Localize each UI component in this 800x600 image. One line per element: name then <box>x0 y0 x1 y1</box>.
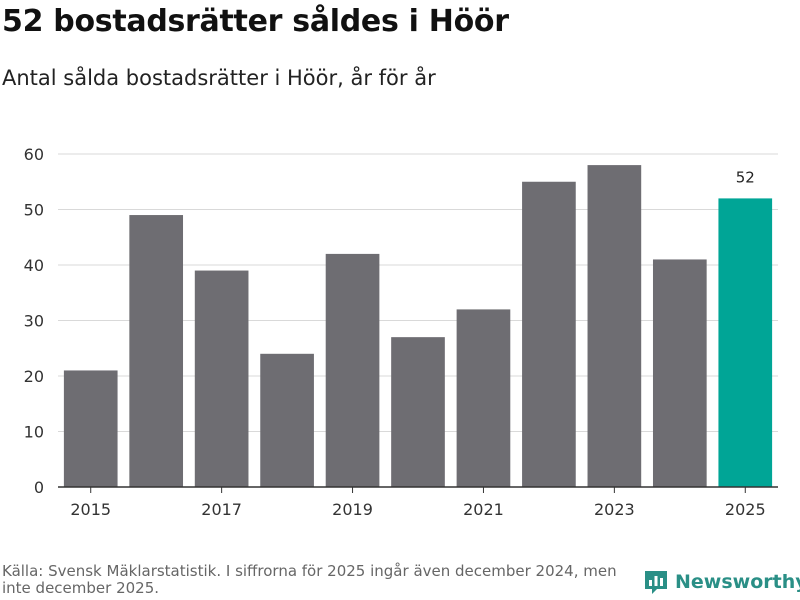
bar-2025 <box>718 198 773 487</box>
x-tick-label: 2023 <box>594 500 635 519</box>
chart-subtitle: Antal sålda bostadsrätter i Höör, år för… <box>2 66 436 90</box>
x-tick-label: 2015 <box>70 500 111 519</box>
bar-2018 <box>260 353 314 487</box>
bar-chart: 0 10 20 30 40 50 60 2015 2017 2019 2021 2023 2025 52 <box>24 145 778 519</box>
y-tick-label: 60 <box>24 145 44 164</box>
x-tick-label: 2025 <box>725 500 766 519</box>
bar-2017 <box>194 270 249 487</box>
y-tick-label: 40 <box>24 256 44 275</box>
bar-2016 <box>129 215 184 488</box>
brand-name: Newsworthy <box>675 571 800 593</box>
x-tick-label: 2019 <box>332 500 373 519</box>
bar-2022 <box>522 181 576 487</box>
bar-2020 <box>391 337 445 487</box>
data-label: 52 <box>736 168 755 186</box>
bar-2015 <box>63 370 118 487</box>
y-tick-label: 20 <box>24 367 44 386</box>
bar-2021 <box>456 309 511 487</box>
source-note: Källa: Svensk Mäklarstatistik. I siffror… <box>2 562 617 597</box>
y-tick-label: 0 <box>34 478 44 497</box>
x-tick-label: 2021 <box>463 500 504 519</box>
newsworthy-logo: Newsworthy <box>643 569 800 595</box>
bar-2023 <box>587 165 642 487</box>
y-tick-label: 50 <box>24 201 44 220</box>
y-tick-label: 10 <box>24 423 44 442</box>
newsworthy-logo-icon <box>645 571 667 594</box>
bar-2019 <box>325 253 380 487</box>
chart-title: 52 bostadsrätter såldes i Höör <box>2 4 509 39</box>
bar-2024 <box>652 259 707 487</box>
y-tick-label: 30 <box>24 312 44 331</box>
x-tick-label: 2017 <box>201 500 242 519</box>
